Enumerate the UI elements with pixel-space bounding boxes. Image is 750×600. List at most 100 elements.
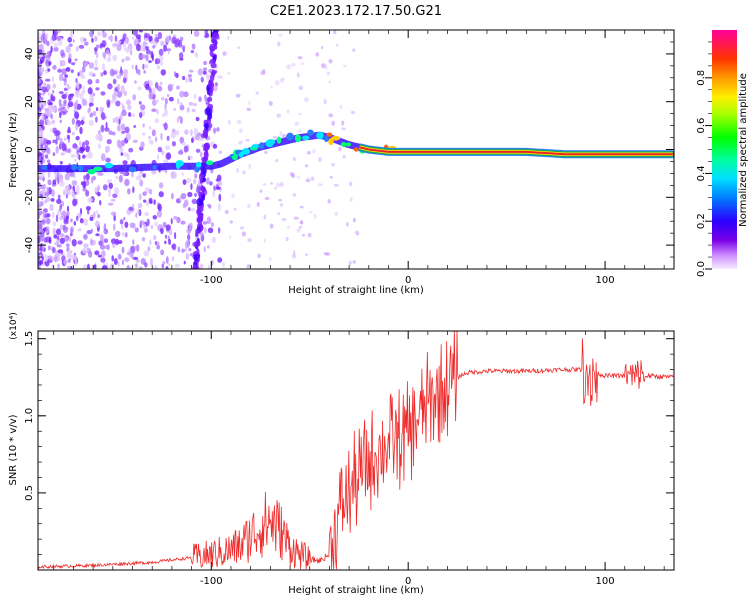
spectral-noise-blob	[101, 63, 106, 71]
spectral-noise-blob	[154, 240, 158, 246]
spectral-noise-blob	[95, 51, 99, 59]
spectral-noise-blob	[174, 130, 180, 136]
spectral-noise-blob	[203, 246, 206, 253]
spectral-noise-blob	[67, 36, 73, 43]
spectral-noise-blob	[81, 89, 86, 95]
spectral-noise-blob	[114, 35, 118, 42]
spectral-noise-blob	[123, 68, 129, 76]
spectral-noise-blob	[57, 40, 63, 46]
spectral-noise-blob	[303, 96, 309, 103]
spectral-streak-blob	[207, 112, 213, 120]
spectral-noise-blob	[167, 262, 170, 267]
spectral-streak-blob	[210, 62, 217, 69]
spectral-noise-blob	[72, 143, 78, 149]
spectral-noise-blob	[154, 33, 158, 38]
spectral-noise-blob	[55, 214, 59, 223]
spectral-noise-blob	[121, 37, 126, 42]
spectral-noise-blob	[48, 61, 52, 66]
spectral-noise-blob	[260, 72, 266, 75]
spectral-noise-blob	[269, 223, 274, 229]
spectral-noise-blob	[198, 96, 202, 103]
spectral-noise-blob	[144, 211, 150, 217]
spectral-noise-blob	[193, 93, 197, 100]
spectral-noise-blob	[57, 68, 62, 73]
spectral-noise-blob	[144, 187, 150, 194]
spectral-noise-blob	[156, 65, 161, 70]
spectral-noise-blob	[40, 34, 44, 42]
spectral-noise-blob	[227, 71, 231, 75]
spectral-noise-blob	[248, 163, 251, 170]
spectral-noise-blob	[153, 265, 158, 269]
spectral-noise-blob	[169, 228, 173, 236]
spectral-noise-blob	[63, 258, 68, 266]
spectral-noise-blob	[122, 160, 128, 165]
spectral-noise-blob	[138, 52, 144, 61]
spectral-noise-blob	[122, 77, 127, 84]
spectral-noise-blob	[350, 110, 356, 115]
spectral-noise-blob	[88, 104, 91, 113]
spectral-noise-blob	[50, 45, 53, 53]
spectral-noise-blob	[55, 138, 58, 145]
spectral-noise-blob	[264, 196, 270, 201]
spectral-noise-blob	[270, 86, 273, 89]
spectral-noise-blob	[194, 134, 200, 141]
snr-background	[38, 331, 674, 570]
spectral-noise-blob	[79, 126, 83, 135]
spectral-noise-blob	[141, 132, 146, 136]
spectral-noise-blob	[43, 199, 48, 204]
spectral-noise-blob	[93, 211, 96, 218]
spectral-noise-blob	[187, 73, 192, 78]
spectral-noise-blob	[326, 71, 331, 76]
spectral-noise-blob	[135, 34, 142, 40]
spectral-noise-blob	[142, 173, 146, 178]
spectral-noise-blob	[118, 115, 123, 120]
spectral-noise-blob	[206, 216, 212, 225]
x-tick-label: 100	[596, 576, 615, 587]
ridge-peak-blob	[276, 136, 282, 144]
spectral-noise-blob	[100, 153, 106, 162]
spectral-noise-blob	[80, 120, 85, 125]
spectral-noise-blob	[268, 101, 273, 106]
spectral-noise-blob	[59, 180, 65, 187]
spectral-noise-blob	[328, 113, 334, 118]
spectral-noise-blob	[123, 91, 128, 97]
spectral-noise-blob	[108, 182, 113, 190]
spectral-noise-blob	[39, 260, 44, 265]
spectral-noise-blob	[85, 179, 90, 187]
spectral-noise-blob	[46, 186, 50, 194]
spectral-noise-blob	[131, 64, 134, 70]
spectral-noise-blob	[127, 248, 131, 253]
spectral-noise-blob	[62, 77, 67, 82]
spectral-noise-blob	[111, 131, 116, 136]
spectral-noise-blob	[82, 264, 89, 269]
spectral-streak-blob	[193, 256, 199, 261]
spectral-noise-blob	[162, 221, 167, 228]
spectral-noise-blob	[224, 209, 229, 215]
spectral-noise-blob	[42, 82, 47, 87]
spectral-noise-blob	[67, 101, 74, 108]
spectral-noise-blob	[165, 152, 172, 160]
spectral-noise-blob	[194, 51, 199, 58]
spectral-noise-blob	[151, 99, 157, 106]
spectral-noise-blob	[38, 222, 43, 230]
colorbar-tick-label: 0.4	[696, 165, 707, 181]
spectral-noise-blob	[132, 256, 139, 260]
spectral-noise-blob	[70, 227, 73, 234]
spectral-noise-blob	[263, 238, 266, 243]
spectral-noise-blob	[71, 62, 76, 66]
spectral-noise-blob	[218, 150, 223, 154]
spectrogram-panel: -100 0 100 -40 -20 0 20 40 Height of straight …	[8, 29, 675, 296]
spectral-noise-blob	[83, 243, 89, 248]
spectral-noise-blob	[117, 253, 122, 260]
spectral-noise-blob	[286, 64, 291, 70]
spectral-noise-blob	[102, 51, 107, 58]
spectral-noise-blob	[233, 207, 237, 211]
spectral-noise-blob	[228, 119, 231, 125]
spectral-noise-blob	[181, 248, 185, 253]
spectral-noise-blob	[107, 35, 114, 41]
spectral-noise-blob	[112, 223, 116, 231]
spectral-noise-blob	[163, 108, 168, 117]
spectral-noise-blob	[115, 238, 119, 246]
spectral-noise-blob	[95, 220, 100, 228]
spectral-noise-blob	[134, 227, 139, 233]
